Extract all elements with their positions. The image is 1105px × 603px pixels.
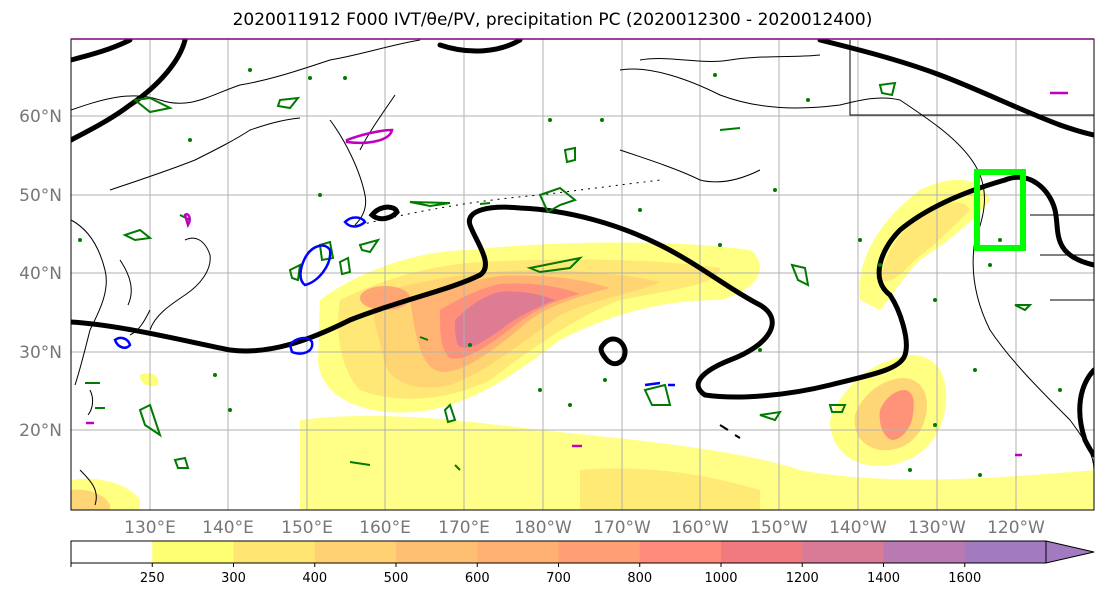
colorbar-tick-label: 300: [221, 571, 246, 586]
colorbar-segment: [964, 541, 1047, 563]
colorbar-segment: [477, 541, 559, 563]
map-title: 2020011912 F000 IVT/θe/PV, precipitation…: [232, 10, 873, 30]
lon-label-140e: 140°E: [202, 518, 254, 538]
lat-label-50n: 50°N: [19, 186, 62, 206]
colorbar: [70, 540, 1095, 564]
longitude-labels: 130°E 140°E 150°E 160°E 170°E 180°W 170°…: [124, 518, 1045, 538]
colorbar-tick-label: 250: [140, 571, 165, 586]
colorbar-segment: [721, 541, 803, 563]
lat-label-20n: 20°N: [19, 421, 62, 441]
colorbar-segment: [233, 541, 316, 563]
lon-label-150w: 150°W: [750, 518, 808, 538]
lat-label-30n: 30°N: [19, 343, 62, 363]
colorbar-segment: [639, 541, 722, 563]
colorbar-tick-label: 1000: [704, 571, 737, 586]
lat-label-40n: 40°N: [19, 264, 62, 284]
theta-e-contour-main: [71, 174, 1094, 400]
lon-label-170e: 170°E: [438, 518, 490, 538]
lon-label-160w: 160°W: [671, 518, 729, 538]
lon-label-170w: 170°W: [593, 518, 651, 538]
colorbar-tick-label: 800: [627, 571, 652, 586]
colorbar-tick-labels: 250 300 400 500 600 700 800 1000 1200 1400 1600: [70, 563, 981, 586]
colorbar-segment: [314, 541, 397, 563]
pv-negative-contours: [113, 216, 675, 387]
colorbar-segment: [802, 541, 884, 563]
colorbar-tick-label: 600: [465, 571, 490, 586]
lon-label-130e: 130°E: [124, 518, 176, 538]
colorbar-tick-label: 1400: [867, 571, 900, 586]
ivt-shading: [71, 179, 1094, 510]
lon-label-130w: 130°W: [908, 518, 966, 538]
colorbar-segment: [558, 541, 641, 563]
colorbar-tick-label: 500: [384, 571, 409, 586]
colorbar-tick-label: 400: [302, 571, 327, 586]
colorbar-tick-label: 700: [546, 571, 571, 586]
precipitation-target-box: [974, 169, 1026, 251]
colorbar-segment: [396, 541, 478, 563]
colorbar-segment: [883, 541, 966, 563]
theta-e-contour-nw: [71, 39, 188, 143]
colorbar-segment: [71, 541, 153, 563]
colorbar-tick-label: 1200: [786, 571, 819, 586]
ivt-band-south: [300, 415, 1094, 510]
pv-contours: [85, 81, 1033, 471]
lat-label-60n: 60°N: [19, 107, 62, 127]
lon-label-120w: 120°W: [987, 518, 1045, 538]
theta-e-contours: [71, 39, 1094, 458]
magenta-contours: [86, 91, 1068, 457]
colorbar-segment: [152, 541, 234, 563]
lon-label-160e: 160°E: [359, 518, 411, 538]
lon-label-180w: 180°W: [514, 518, 572, 538]
lon-label-140w: 140°W: [829, 518, 887, 538]
lon-label-150e: 150°E: [281, 518, 333, 538]
colorbar-tick-label: 1600: [948, 571, 981, 586]
colorbar-extension: [1045, 540, 1095, 564]
coastlines: [71, 39, 1094, 506]
graticule: [71, 39, 1094, 510]
pv-dots: [78, 68, 1062, 477]
latitude-labels: 60°N 50°N 40°N 30°N 20°N: [19, 107, 62, 441]
